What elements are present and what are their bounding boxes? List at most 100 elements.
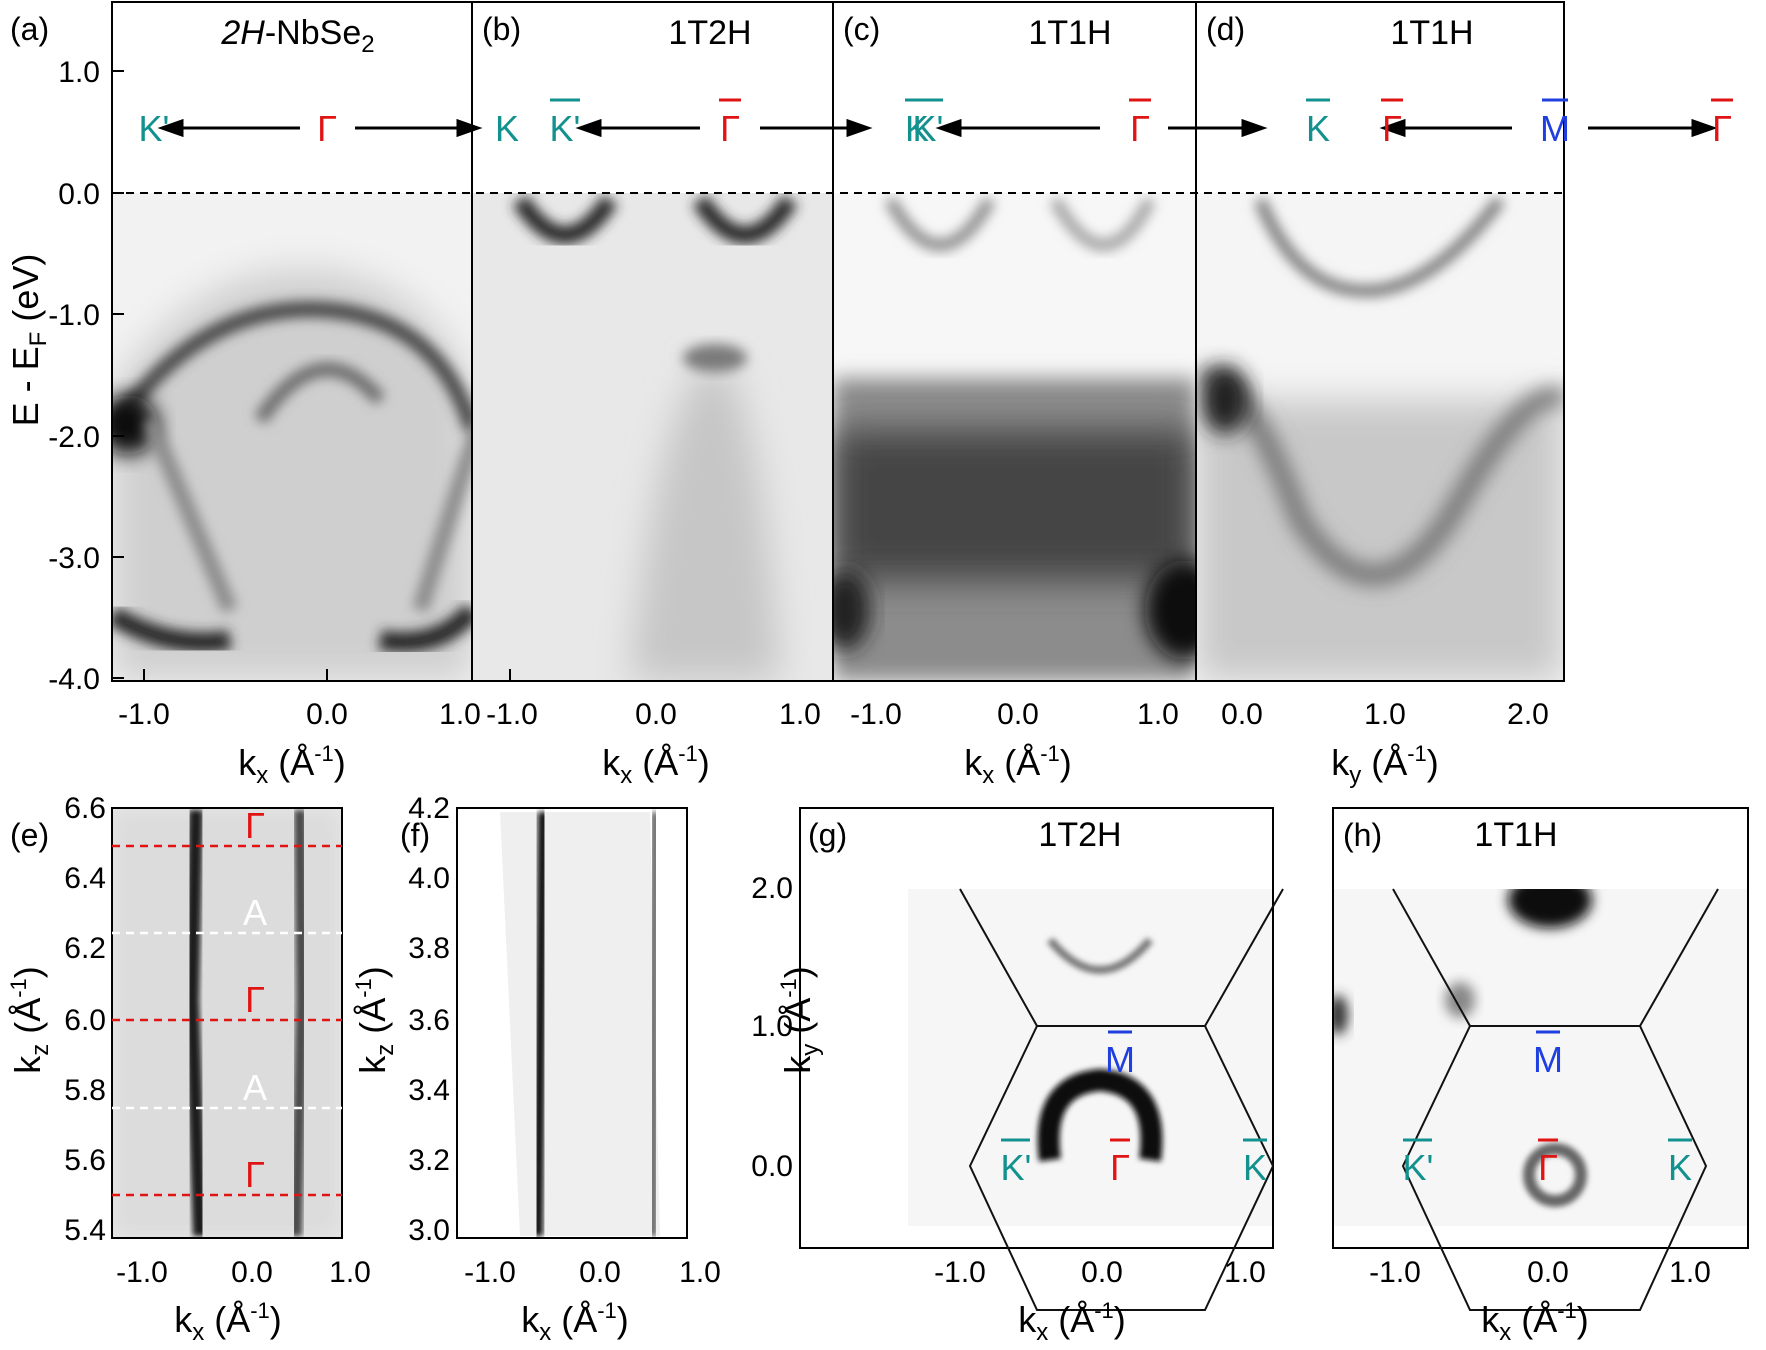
xtick-a-1: -1.0 <box>118 698 170 731</box>
panel-label-d: (d) <box>1206 11 1245 47</box>
ytick-g-2: 1.0 <box>751 1010 793 1043</box>
xaxis-d-label: ky (Å-1) <box>1331 741 1439 789</box>
label-a-gamma: Γ <box>317 108 337 149</box>
xaxis-a: -1.0 0.0 1.0 kx (Å-1) <box>118 669 511 789</box>
ytick-a-6: -4.0 <box>48 663 100 696</box>
yaxis-e: 6.6 6.4 6.2 6.0 5.8 5.6 5.4 kz (Å-1) <box>6 792 106 1247</box>
xaxis-f: -1.0 0.0 1.0 kx (Å-1) <box>464 1256 721 1346</box>
ytick-e-4: 6.0 <box>64 1004 106 1037</box>
label-e-gamma-3: Γ <box>245 1154 265 1195</box>
yaxis-g: 2.0 1.0 0.0 ky (Å-1) <box>751 872 824 1183</box>
ytick-g-3: 0.0 <box>751 1150 793 1183</box>
panel-title-c: 1T1H <box>1028 14 1111 52</box>
xtick-d-1: 0.0 <box>1221 698 1263 731</box>
xaxis-f-label: kx (Å-1) <box>521 1298 629 1346</box>
panel-label-g: (g) <box>808 817 847 853</box>
label-g-kprime: K' <box>1001 1147 1032 1188</box>
label-h-m: M <box>1533 1039 1563 1080</box>
panel-f-map <box>457 808 687 1238</box>
xaxis-h: -1.0 0.0 1.0 kx (Å-1) <box>1369 1256 1711 1346</box>
xtick-b-3: 1.0 <box>779 698 821 731</box>
ytick-f-2: 4.0 <box>408 862 450 895</box>
xaxis-e: -1.0 0.0 1.0 kx (Å-1) <box>116 1256 371 1346</box>
panel-title-h: 1T1H <box>1474 816 1557 854</box>
label-e-a-2: A <box>243 1067 267 1108</box>
ytick-e-6: 5.6 <box>64 1144 106 1177</box>
xaxis-a-label: kx (Å-1) <box>238 741 346 789</box>
label-e-gamma-2: Γ <box>245 979 265 1020</box>
panel-title-g: 1T2H <box>1038 816 1121 854</box>
xtick-e-1: -1.0 <box>116 1256 168 1289</box>
xaxis-h-label: kx (Å-1) <box>1481 1298 1589 1346</box>
label-c-k: K <box>1306 108 1330 149</box>
panel-label-f: (f) <box>400 817 430 853</box>
xtick-g-2: 0.0 <box>1081 1256 1123 1289</box>
ytick-f-1: 4.2 <box>408 792 450 825</box>
label-d-gamma-left: Γ <box>1382 108 1402 149</box>
ytick-f-3: 3.8 <box>408 932 450 965</box>
xtick-f-2: 0.0 <box>579 1256 621 1289</box>
panel-title-b: 1T2H <box>668 14 751 52</box>
label-c-kprime: K' <box>913 108 944 149</box>
xtick-f-1: -1.0 <box>464 1256 516 1289</box>
xtick-f-3: 1.0 <box>679 1256 721 1289</box>
panel-label-e: (e) <box>10 817 49 853</box>
panel-label-c: (c) <box>843 11 880 47</box>
bz-hexagon-h <box>1392 888 1719 1311</box>
label-h-kprime: K' <box>1403 1147 1434 1188</box>
panel-c-map <box>833 193 1196 681</box>
yaxis-f-label: kz (Å-1) <box>351 966 399 1074</box>
xaxis-g-label: kx (Å-1) <box>1018 1298 1126 1346</box>
label-d-gamma-right: Γ <box>1712 108 1732 149</box>
ytick-e-1: 6.6 <box>64 792 106 825</box>
xtick-c-1: -1.0 <box>850 698 902 731</box>
xtick-h-2: 0.0 <box>1527 1256 1569 1289</box>
ytick-f-6: 3.2 <box>408 1144 450 1177</box>
xtick-d-3: 2.0 <box>1507 698 1549 731</box>
label-d-m: M <box>1540 108 1570 149</box>
ytick-f-7: 3.0 <box>408 1214 450 1247</box>
panel-h-map <box>1333 889 1748 1226</box>
xtick-d-2: 1.0 <box>1364 698 1406 731</box>
label-h-k: K <box>1668 1147 1692 1188</box>
label-b-gamma: Γ <box>720 108 740 149</box>
path-arrows <box>157 118 1718 138</box>
ytick-e-5: 5.8 <box>64 1074 106 1107</box>
label-a-kprime: K' <box>139 108 170 149</box>
ytick-e-3: 6.2 <box>64 932 106 965</box>
panel-label-b: (b) <box>482 11 521 47</box>
label-g-k: K <box>1243 1147 1267 1188</box>
xaxis-b-label: kx (Å-1) <box>602 741 710 789</box>
ytick-e-2: 6.4 <box>64 862 106 895</box>
panel-b-map <box>472 193 833 681</box>
xaxis-c-label: kx (Å-1) <box>964 741 1072 789</box>
yaxis-e-label: kz (Å-1) <box>6 966 54 1074</box>
ytick-g-1: 2.0 <box>751 872 793 905</box>
yaxis-g-label: ky (Å-1) <box>776 966 824 1074</box>
xtick-e-2: 0.0 <box>231 1256 273 1289</box>
xaxis-g: -1.0 0.0 1.0 kx (Å-1) <box>934 1256 1266 1346</box>
yaxis-a-label: E - EF (eV) <box>5 254 52 427</box>
ytick-a-5: -3.0 <box>48 542 100 575</box>
ytick-a-3: -1.0 <box>48 299 100 332</box>
label-c-gamma: Γ <box>1130 108 1150 149</box>
ytick-a-4: -2.0 <box>48 421 100 454</box>
xaxis-c: -1.0 0.0 1.0 kx (Å-1) <box>850 698 1179 789</box>
xtick-h-1: -1.0 <box>1369 1256 1421 1289</box>
label-e-gamma-1: Γ <box>245 805 265 846</box>
kz-lines-e <box>112 844 342 1197</box>
label-h-gamma: Γ <box>1538 1147 1558 1188</box>
xtick-g-3: 1.0 <box>1224 1256 1266 1289</box>
panel-a-map <box>112 193 472 681</box>
panel-label-a: (a) <box>10 11 49 47</box>
xtick-b-2: 0.0 <box>635 698 677 731</box>
label-g-gamma: Γ <box>1110 1147 1130 1188</box>
ytick-e-7: 5.4 <box>64 1214 106 1247</box>
label-b-k: K <box>905 108 929 149</box>
xtick-a-3: 1.0 <box>439 698 481 731</box>
xtick-a-2: 0.0 <box>306 698 348 731</box>
yaxis-f: 4.2 4.0 3.8 3.6 3.4 3.2 3.0 kz (Å-1) <box>351 792 450 1247</box>
xaxis-d: 0.0 1.0 2.0 ky (Å-1) <box>1221 698 1549 789</box>
xtick-b-1: -1.0 <box>486 698 538 731</box>
